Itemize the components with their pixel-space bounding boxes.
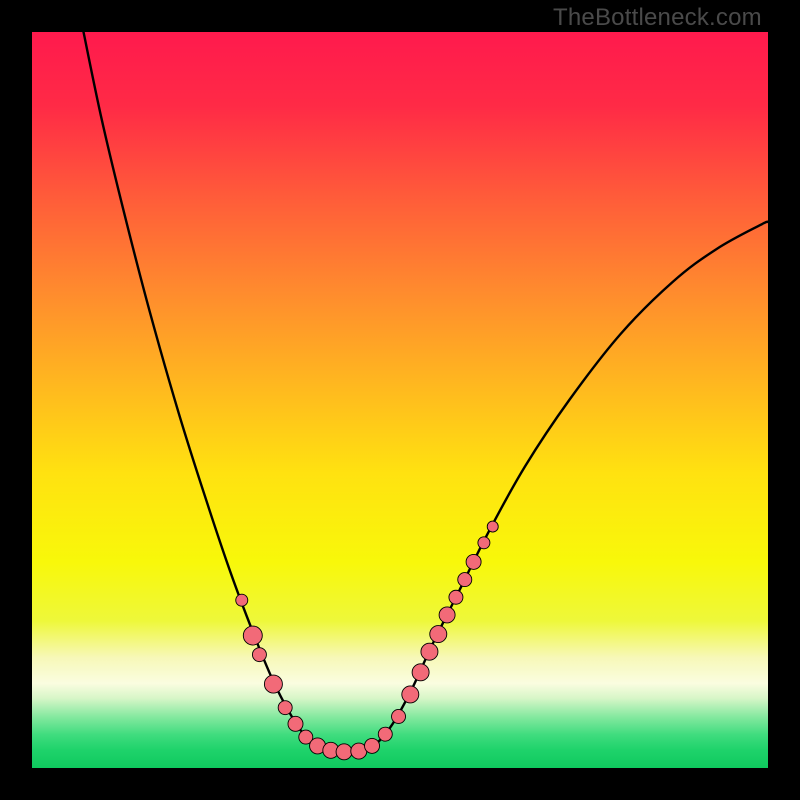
curve-marker bbox=[421, 643, 438, 660]
plot-area bbox=[32, 32, 768, 768]
bottleneck-chart bbox=[0, 0, 800, 800]
curve-marker bbox=[430, 626, 447, 643]
curve-marker bbox=[288, 716, 303, 731]
curve-marker bbox=[243, 626, 262, 645]
curve-marker bbox=[439, 607, 455, 623]
curve-marker bbox=[278, 701, 292, 715]
curve-marker bbox=[236, 594, 248, 606]
curve-marker bbox=[478, 537, 490, 549]
curve-marker bbox=[487, 521, 498, 532]
curve-marker bbox=[412, 664, 429, 681]
curve-marker bbox=[252, 648, 266, 662]
watermark-text: TheBottleneck.com bbox=[553, 4, 762, 32]
chart-stage: TheBottleneck.com bbox=[0, 0, 800, 800]
curve-marker bbox=[449, 590, 463, 604]
curve-marker bbox=[336, 744, 352, 760]
curve-marker bbox=[378, 727, 392, 741]
curve-marker bbox=[458, 573, 472, 587]
curve-marker bbox=[392, 709, 406, 723]
curve-marker bbox=[466, 554, 481, 569]
curve-marker bbox=[402, 686, 419, 703]
curve-marker bbox=[365, 738, 380, 753]
curve-marker bbox=[264, 675, 282, 693]
